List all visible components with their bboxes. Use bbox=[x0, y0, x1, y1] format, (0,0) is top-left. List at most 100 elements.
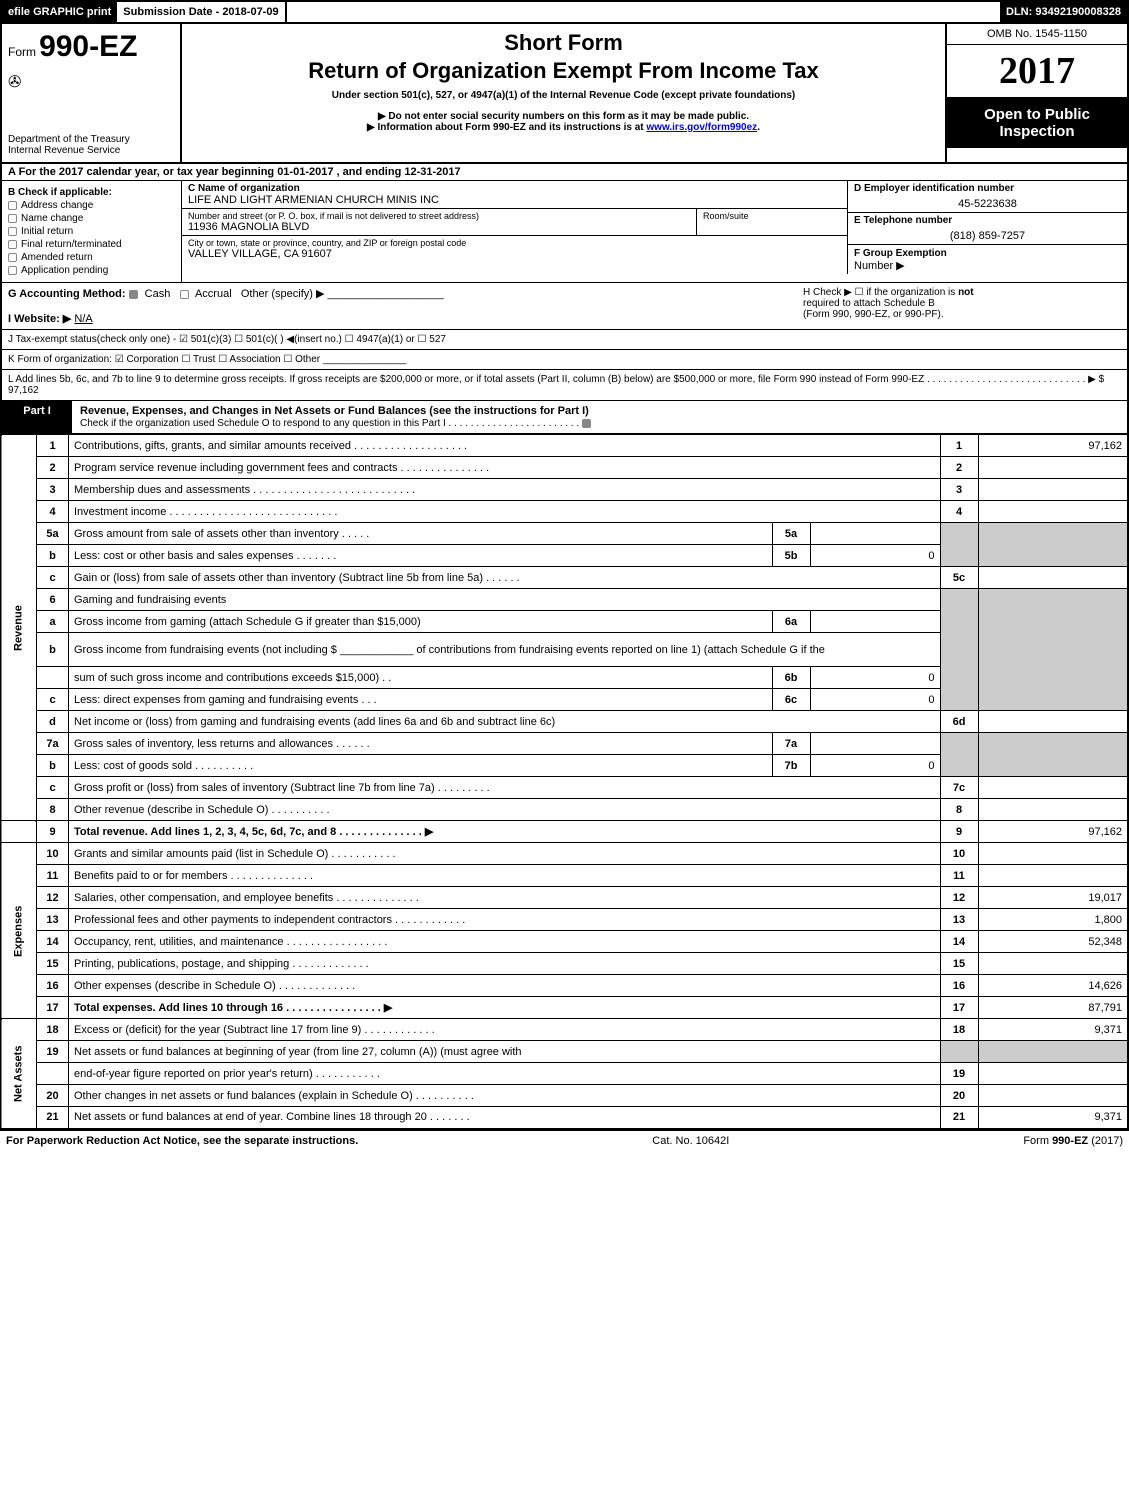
line-7a-midval bbox=[810, 733, 940, 755]
line-11-desc: Benefits paid to or for members . . . . … bbox=[69, 865, 941, 887]
line-6a-midval bbox=[810, 611, 940, 633]
accounting-method-label: G Accounting Method: bbox=[8, 288, 126, 300]
checkbox-amended-return[interactable] bbox=[8, 253, 17, 262]
line-11-num: 11 bbox=[37, 865, 69, 887]
line-3-rnum: 3 bbox=[940, 479, 978, 501]
line-11-rnum: 11 bbox=[940, 865, 978, 887]
line-12-value: 19,017 bbox=[978, 887, 1128, 909]
return-title: Return of Organization Exempt From Incom… bbox=[194, 58, 933, 84]
org-name-label: C Name of organization bbox=[188, 183, 841, 194]
line-4-value bbox=[978, 501, 1128, 523]
line-5a-num: 5a bbox=[37, 523, 69, 545]
line-19b-num bbox=[37, 1063, 69, 1085]
line-5a-desc: Gross amount from sale of assets other t… bbox=[69, 523, 773, 545]
group-exemption-number-label: Number ▶ bbox=[854, 260, 905, 272]
line-h-text1: H Check ▶ ☐ if the organization is bbox=[803, 287, 958, 298]
website-label: I Website: ▶ bbox=[8, 313, 71, 325]
org-name-value: LIFE AND LIGHT ARMENIAN CHURCH MINIS INC bbox=[188, 194, 841, 206]
line-7a-desc: Gross sales of inventory, less returns a… bbox=[69, 733, 773, 755]
line-1-desc: Contributions, gifts, grants, and simila… bbox=[69, 435, 941, 457]
line-1-num: 1 bbox=[37, 435, 69, 457]
line-7b-desc: Less: cost of goods sold . . . . . . . .… bbox=[69, 755, 773, 777]
line-8-desc: Other revenue (describe in Schedule O) .… bbox=[69, 799, 941, 821]
line-3-value bbox=[978, 479, 1128, 501]
form-ref-number: 990-EZ bbox=[1052, 1135, 1088, 1147]
cash-label: Cash bbox=[145, 288, 171, 300]
box-d-e-f: D Employer identification number 45-5223… bbox=[847, 181, 1127, 282]
check-label-amended-return: Amended return bbox=[21, 252, 93, 263]
schedule-o-checkbox[interactable] bbox=[582, 419, 591, 428]
line-12-rnum: 12 bbox=[940, 887, 978, 909]
form-number-block: Form 990-EZ ✇ Department of the Treasury… bbox=[2, 24, 182, 162]
submission-date: Submission Date - 2018-07-09 bbox=[117, 2, 286, 22]
line-5a-midval bbox=[810, 523, 940, 545]
line-21-num: 21 bbox=[37, 1107, 69, 1129]
line-3-desc: Membership dues and assessments . . . . … bbox=[69, 479, 941, 501]
line-17-rnum: 17 bbox=[940, 997, 978, 1019]
line-k-form-of-org: K Form of organization: ☑ Corporation ☐ … bbox=[0, 350, 1129, 370]
line-j-tax-exempt-status: J Tax-exempt status(check only one) - ☑ … bbox=[0, 330, 1129, 350]
open-public-line2: Inspection bbox=[951, 123, 1123, 140]
line-7ab-grey bbox=[940, 733, 978, 777]
ein-label: D Employer identification number bbox=[854, 183, 1121, 194]
city-value: VALLEY VILLAGE, CA 91607 bbox=[188, 248, 841, 260]
line-h: H Check ▶ ☐ if the organization is not r… bbox=[797, 283, 1127, 329]
line-18-rnum: 18 bbox=[940, 1019, 978, 1041]
line-5c-rnum: 5c bbox=[940, 567, 978, 589]
line-12-desc: Salaries, other compensation, and employ… bbox=[69, 887, 941, 909]
form-number: 990-EZ bbox=[39, 30, 137, 64]
line-5ab-grey-val bbox=[978, 523, 1128, 567]
line-9-value: 97,162 bbox=[978, 821, 1128, 843]
form-header: Form 990-EZ ✇ Department of the Treasury… bbox=[0, 24, 1129, 164]
group-exemption-label: F Group Exemption bbox=[854, 248, 947, 259]
line-2-rnum: 2 bbox=[940, 457, 978, 479]
efile-print-label: efile GRAPHIC print bbox=[2, 2, 117, 22]
line-6a-num: a bbox=[37, 611, 69, 633]
line-14-desc: Occupancy, rent, utilities, and maintena… bbox=[69, 931, 941, 953]
line-6c-num: c bbox=[37, 689, 69, 711]
line-10-value bbox=[978, 843, 1128, 865]
line-7b-midnum: 7b bbox=[772, 755, 810, 777]
checkbox-address-change[interactable] bbox=[8, 201, 17, 210]
checkbox-accrual[interactable] bbox=[180, 290, 189, 299]
checkbox-cash[interactable] bbox=[129, 290, 138, 299]
irs-info-link[interactable]: www.irs.gov/form990ez bbox=[646, 122, 757, 133]
line-20-desc: Other changes in net assets or fund bala… bbox=[69, 1085, 941, 1107]
line-5ab-grey bbox=[940, 523, 978, 567]
checkbox-final-return[interactable] bbox=[8, 240, 17, 249]
line-19-value bbox=[978, 1063, 1128, 1085]
expenses-side-label: Expenses bbox=[1, 843, 37, 1019]
check-label-initial-return: Initial return bbox=[21, 226, 73, 237]
irs-label: Internal Revenue Service bbox=[8, 145, 174, 156]
line-13-rnum: 13 bbox=[940, 909, 978, 931]
line-15-value bbox=[978, 953, 1128, 975]
line-10-num: 10 bbox=[37, 843, 69, 865]
telephone-label: E Telephone number bbox=[854, 215, 1121, 226]
irs-eagle-icon: ✇ bbox=[8, 72, 174, 92]
line-14-rnum: 14 bbox=[940, 931, 978, 953]
top-bar: efile GRAPHIC print Submission Date - 20… bbox=[0, 0, 1129, 24]
part-1-table: Revenue 1 Contributions, gifts, grants, … bbox=[0, 434, 1129, 1130]
box-c-address: C Name of organization LIFE AND LIGHT AR… bbox=[182, 181, 847, 282]
line-8-rnum: 8 bbox=[940, 799, 978, 821]
line-5b-desc: Less: cost or other basis and sales expe… bbox=[69, 545, 773, 567]
line-7b-midval: 0 bbox=[810, 755, 940, 777]
checkbox-application-pending[interactable] bbox=[8, 266, 17, 275]
line-l-gross-receipts: L Add lines 5b, 6c, and 7b to line 9 to … bbox=[0, 370, 1129, 401]
line-4-rnum: 4 bbox=[940, 501, 978, 523]
line-2-value bbox=[978, 457, 1128, 479]
line-5c-num: c bbox=[37, 567, 69, 589]
line-19-grey bbox=[940, 1041, 978, 1063]
checkbox-name-change[interactable] bbox=[8, 214, 17, 223]
part-1-schedule-o-check: Check if the organization used Schedule … bbox=[80, 418, 595, 429]
line-6c-desc: Less: direct expenses from gaming and fu… bbox=[69, 689, 773, 711]
line-10-desc: Grants and similar amounts paid (list in… bbox=[69, 843, 941, 865]
line-7a-midnum: 7a bbox=[772, 733, 810, 755]
line-6d-desc: Net income or (loss) from gaming and fun… bbox=[69, 711, 941, 733]
line-14-num: 14 bbox=[37, 931, 69, 953]
ein-value: 45-5223638 bbox=[854, 198, 1121, 210]
line-2-desc: Program service revenue including govern… bbox=[69, 457, 941, 479]
checkbox-initial-return[interactable] bbox=[8, 227, 17, 236]
part-1-header: Part I Revenue, Expenses, and Changes in… bbox=[0, 401, 1129, 434]
box-b-checkboxes: B Check if applicable: Address change Na… bbox=[2, 181, 182, 282]
